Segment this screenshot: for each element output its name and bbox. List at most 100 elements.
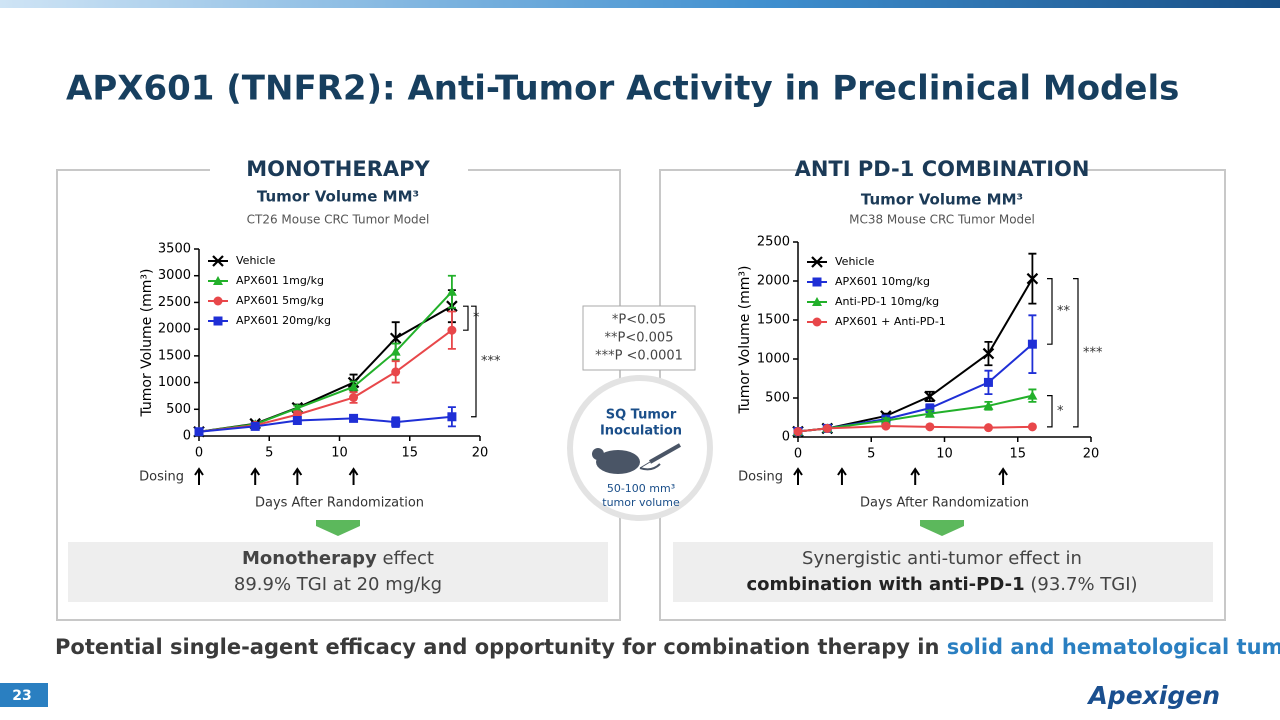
y-tick-label: 1000 [757, 352, 790, 367]
mouse-icon [592, 448, 604, 460]
marker [924, 390, 936, 403]
x-tick-label: 0 [794, 447, 802, 462]
dosing-arrow [910, 467, 921, 485]
marker [822, 423, 832, 433]
legend-marker [812, 317, 822, 327]
y-tick-label: 3500 [158, 242, 191, 257]
stat: **P<0.005 [605, 331, 674, 346]
significance-label: ** [1057, 304, 1071, 319]
marker [1027, 422, 1037, 432]
top-bar [0, 0, 1280, 8]
series-line [198, 415, 452, 433]
y-tick-label: 500 [765, 391, 790, 406]
marker [292, 416, 302, 426]
chart-title: Tumor Volume MM³ [257, 188, 419, 206]
marker [391, 367, 401, 377]
syringe-icon [649, 443, 681, 464]
legend-label: APX601 5mg/kg [236, 294, 324, 307]
y-tick-label: 2500 [757, 235, 790, 250]
y-tick-label: 3000 [158, 268, 191, 283]
legend-marker [213, 316, 223, 326]
legend-marker [213, 276, 223, 285]
marker [983, 423, 993, 433]
dosing-arrow [250, 467, 261, 485]
effect-text: Synergistic anti-tumor effect in [802, 548, 1082, 569]
inoculation-text: tumor volume [602, 496, 680, 509]
marker [1026, 272, 1039, 285]
y-tick-label: 2000 [757, 274, 790, 289]
effect-text: combination with anti-PD-1 (93.7% TGI) [746, 574, 1137, 595]
y-tick-label: 500 [166, 402, 191, 417]
effect-text: 89.9% TGI at 20 mg/kg [234, 574, 442, 595]
chart-title: Tumor Volume MM³ [861, 191, 1023, 209]
legend-label: APX601 10mg/kg [835, 275, 930, 288]
marker [447, 325, 457, 335]
dosing-label: Dosing [738, 470, 783, 485]
y-tick-label: 1500 [158, 348, 191, 363]
x-axis-label: Days After Randomization [255, 496, 424, 511]
marker [1027, 390, 1038, 400]
x-tick-label: 15 [401, 446, 418, 461]
marker [349, 393, 359, 403]
panel-title: MONOTHERAPY [246, 157, 430, 181]
marker [391, 417, 401, 427]
legend-label: Anti-PD-1 10mg/kg [835, 295, 939, 308]
y-axis-label: Tumor Volume (mm³) [139, 268, 155, 417]
down-arrow [316, 520, 360, 536]
marker [389, 332, 402, 345]
panel-title: ANTI PD-1 COMBINATION [795, 157, 1090, 181]
dosing-arrow [998, 467, 1008, 485]
x-tick-label: 5 [265, 446, 273, 461]
dosing-arrow [292, 467, 303, 485]
series-line [797, 343, 1034, 433]
legend-marker [212, 255, 224, 267]
y-tick-label: 2500 [158, 295, 191, 310]
significance-bracket [1047, 278, 1053, 345]
marker [924, 408, 935, 418]
marker [250, 421, 260, 431]
x-axis-label: Days After Randomization [860, 496, 1029, 511]
x-tick-label: 10 [331, 446, 348, 461]
legend-label: APX601 1mg/kg [236, 274, 324, 287]
significance-label: *** [481, 354, 501, 369]
legend-label: Vehicle [236, 254, 276, 267]
mouse-icon [596, 450, 640, 474]
x-tick-label: 0 [195, 446, 203, 461]
marker [793, 427, 803, 437]
significance-label: *** [1083, 345, 1103, 360]
stats-box [582, 305, 696, 371]
effect-text: Monotherapy effect [242, 548, 434, 569]
legend-label: APX601 + Anti-PD-1 [835, 315, 946, 328]
stat: *P<0.05 [612, 313, 666, 328]
marker [447, 412, 457, 422]
y-axis-label: Tumor Volume (mm³) [737, 265, 753, 414]
marker [983, 400, 994, 410]
footer-main: Potential single-agent efficacy and oppo… [55, 635, 947, 659]
panel-gap [800, 160, 1085, 180]
marker [1027, 339, 1037, 349]
chart-subtitle: MC38 Mouse CRC Tumor Model [849, 213, 1035, 227]
marker [194, 427, 204, 437]
stat: ***P <0.0001 [595, 349, 683, 364]
dosing-label: Dosing [139, 470, 184, 485]
series-line [797, 425, 1033, 433]
marker [925, 422, 935, 432]
dosing-arrow [793, 467, 803, 485]
marker [446, 286, 457, 296]
series-line [198, 291, 453, 433]
dosing-arrow [837, 467, 847, 485]
chart-subtitle: CT26 Mouse CRC Tumor Model [247, 213, 430, 227]
significance-bracket [1047, 395, 1053, 428]
x-tick-label: 10 [936, 447, 953, 462]
marker [881, 421, 891, 431]
mouse-tail [639, 463, 661, 471]
inoculation-circle [567, 375, 713, 521]
panel-gap [210, 160, 468, 180]
page-number: 23 [12, 688, 31, 704]
marker [925, 403, 935, 413]
x-tick-label: 5 [867, 447, 875, 462]
significance-bracket [471, 305, 477, 418]
y-tick-label: 0 [782, 430, 790, 445]
significance-bracket [463, 305, 469, 331]
page-number-box [0, 683, 48, 707]
